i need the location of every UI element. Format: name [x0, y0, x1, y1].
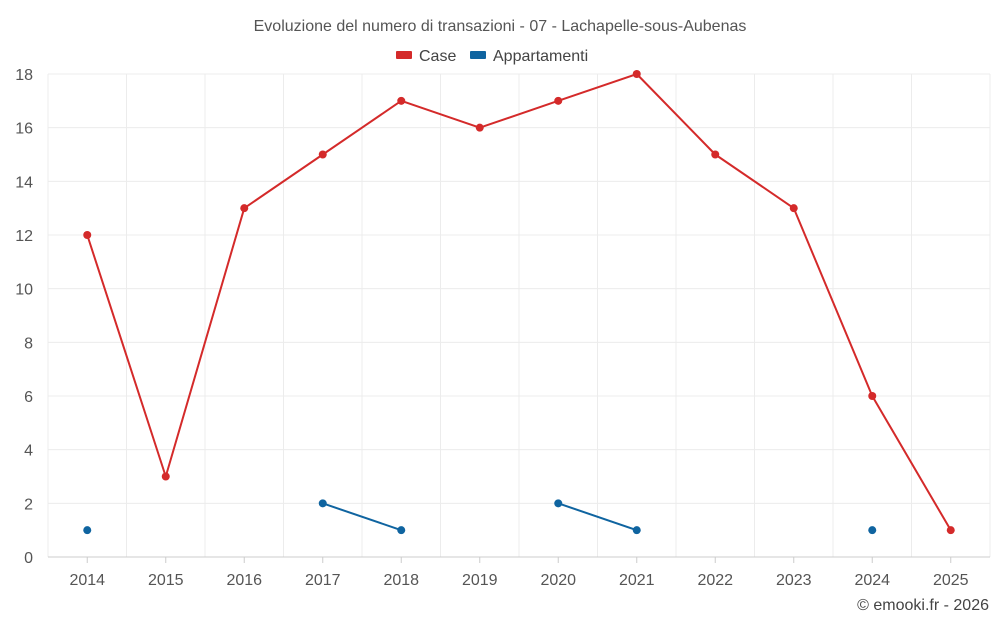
series-line-appartamenti [557, 502, 638, 532]
point-appartamenti-2018[interactable] [397, 526, 406, 535]
point-case-2025[interactable] [946, 526, 955, 535]
point-appartamenti-2020[interactable] [554, 499, 563, 508]
point-case-2018[interactable] [397, 96, 406, 105]
x-tick-label-2021: 2021 [619, 572, 655, 589]
x-tick-label-2024: 2024 [854, 572, 890, 589]
legend-label-appartamenti: Appartamenti [493, 48, 588, 65]
y-tick-label-4: 4 [24, 443, 33, 460]
point-case-2023[interactable] [789, 204, 798, 213]
x-tick-label-2016: 2016 [226, 572, 262, 589]
x-tick-label-2020: 2020 [540, 572, 576, 589]
x-tick-label-2014: 2014 [69, 572, 105, 589]
point-appartamenti-2024[interactable] [868, 526, 877, 535]
legend-label-case: Case [419, 48, 456, 65]
point-case-2020[interactable] [554, 96, 563, 105]
credit-text: © emooki.fr - 2026 [857, 597, 989, 614]
legend-item-case[interactable]: Case [396, 48, 456, 65]
point-case-2024[interactable] [868, 392, 877, 400]
y-tick-label-16: 16 [15, 121, 33, 138]
x-tick-label-2023: 2023 [776, 572, 812, 589]
point-case-2014[interactable] [83, 231, 92, 239]
y-tick-label-12: 12 [15, 228, 33, 245]
series-line-appartamenti [322, 502, 402, 532]
x-tick-label-2025: 2025 [933, 572, 969, 589]
x-tick-label-2018: 2018 [383, 572, 419, 589]
x-tick-label-2019: 2019 [462, 572, 498, 589]
series-appartamenti [83, 499, 877, 535]
point-case-2015[interactable] [161, 472, 170, 481]
point-appartamenti-2021[interactable] [632, 526, 641, 535]
point-appartamenti-2017[interactable] [318, 499, 327, 508]
axes: 0 2 4 6 8 10 12 14 16 18 2014 2015 2016 2017 2018 2019 2… [15, 67, 990, 589]
y-tick-label-10: 10 [15, 282, 33, 299]
series-case [83, 70, 955, 535]
y-tick-label-18: 18 [15, 67, 33, 84]
point-case-2016[interactable] [240, 204, 249, 213]
point-case-2022[interactable] [711, 150, 720, 159]
chart-title: Evoluzione del numero di transazioni - 0… [254, 18, 747, 35]
legend-swatch-case [396, 51, 412, 59]
grid [47, 73, 991, 557]
y-tick-label-14: 14 [15, 174, 33, 191]
series-line-case [86, 73, 952, 531]
y-tick-label-8: 8 [24, 335, 33, 352]
point-case-2021[interactable] [632, 70, 641, 78]
y-tick-label-0: 0 [24, 550, 33, 567]
x-tick-label-2015: 2015 [148, 572, 184, 589]
x-tick-label-2017: 2017 [305, 572, 341, 589]
point-case-2019[interactable] [475, 123, 484, 132]
point-appartamenti-2014[interactable] [83, 526, 92, 535]
legend-swatch-appartamenti [470, 51, 486, 59]
legend: Case Appartamenti [396, 48, 588, 65]
point-case-2017[interactable] [318, 150, 327, 159]
series [83, 70, 955, 535]
legend-item-appartamenti[interactable]: Appartamenti [470, 48, 588, 65]
y-tick-label-2: 2 [24, 496, 33, 513]
x-tick-label-2022: 2022 [697, 572, 733, 589]
y-tick-label-6: 6 [24, 389, 33, 406]
